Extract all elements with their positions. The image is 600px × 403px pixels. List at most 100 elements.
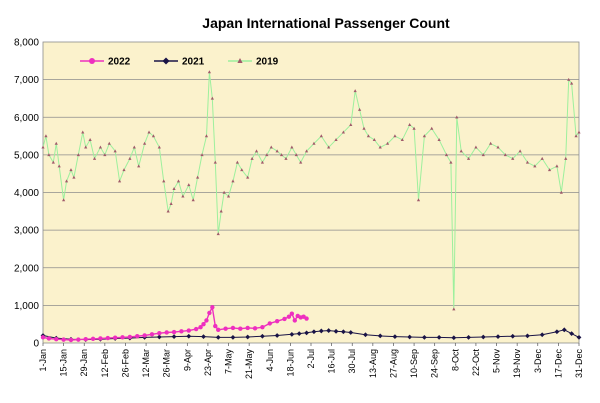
point-2022: [179, 329, 184, 334]
point-2019: [219, 209, 223, 213]
point-2019: [437, 138, 441, 142]
chart-title: Japan International Passenger Count: [202, 15, 450, 31]
point-2021: [561, 327, 567, 333]
point-2019: [246, 175, 250, 179]
point-2022: [245, 325, 250, 331]
point-2019: [172, 186, 176, 190]
point-2019: [88, 138, 92, 142]
point-2019: [284, 156, 288, 160]
point-2022: [46, 336, 52, 341]
point-2019: [349, 122, 353, 126]
point-2022: [149, 332, 155, 337]
point-2021: [156, 334, 162, 340]
point-2021: [230, 334, 236, 340]
point-2021: [318, 328, 324, 334]
point-2022: [40, 335, 46, 340]
legend-label: 2019: [256, 57, 279, 68]
point-2021: [326, 328, 332, 333]
point-2019: [290, 145, 294, 149]
point-2022: [267, 321, 272, 326]
point-2019: [107, 141, 111, 145]
point-2021: [421, 334, 427, 340]
point-2019: [41, 145, 45, 149]
legend-item-2022: 2022: [80, 57, 131, 68]
point-2019: [166, 209, 170, 213]
point-2019: [455, 115, 459, 119]
point-2019: [567, 77, 571, 81]
point-2019: [452, 307, 456, 311]
point-2021: [480, 334, 486, 340]
x-tick-label: 12-Feb: [100, 349, 110, 378]
point-2019: [231, 179, 235, 183]
point-2022: [112, 335, 118, 340]
legend-marker: [162, 57, 170, 65]
x-tick-label: 31-Dec: [574, 349, 584, 379]
x-tick-label: 3-Dec: [533, 349, 543, 374]
x-tick-label: 26-Feb: [120, 349, 130, 378]
point-2021: [201, 334, 206, 340]
point-2019: [72, 175, 76, 179]
point-2019: [279, 153, 284, 157]
point-2022: [282, 316, 287, 322]
point-2022: [292, 318, 298, 323]
x-tick-label: 16-Jul: [327, 349, 337, 374]
point-2019: [176, 179, 181, 183]
point-2022: [54, 337, 59, 342]
point-2022: [201, 321, 206, 327]
point-2019: [250, 156, 254, 160]
point-2019: [235, 160, 239, 164]
point-2021: [340, 329, 346, 335]
point-2019: [113, 149, 117, 153]
point-2019: [533, 164, 537, 168]
point-2022: [127, 334, 133, 340]
x-tick-label: 22-Oct: [471, 349, 481, 377]
point-2021: [171, 334, 177, 340]
point-2019: [128, 156, 132, 160]
point-2019: [196, 175, 200, 179]
series-2022: [40, 305, 309, 343]
point-2022: [198, 324, 203, 330]
point-2019: [47, 153, 51, 157]
series-2019: [41, 70, 581, 311]
point-2019: [254, 149, 259, 153]
point-2019: [76, 153, 80, 157]
x-tick-label: 12-Mar: [141, 349, 151, 378]
x-axis: 1-Jan 15-Jan 29-Jan 12-Feb 26-Feb 12-Mar 26-Ma…: [38, 343, 584, 379]
point-2022: [210, 305, 215, 310]
point-2019: [92, 156, 97, 160]
point-2022: [193, 326, 199, 332]
point-2019: [319, 134, 323, 138]
point-2019: [312, 141, 316, 145]
point-2019: [393, 134, 397, 138]
point-2022: [238, 326, 243, 331]
point-2019: [147, 130, 151, 134]
point-2021: [576, 334, 582, 340]
point-2019: [103, 153, 107, 157]
x-tick-label: 13-Aug: [368, 349, 378, 378]
legend-item-2021: 2021: [154, 57, 205, 68]
point-2019: [207, 70, 211, 74]
point-2019: [430, 126, 434, 130]
point-2019: [570, 81, 574, 85]
point-2022: [304, 316, 309, 321]
point-2021: [569, 331, 575, 336]
point-2022: [83, 337, 88, 342]
point-2022: [286, 314, 292, 319]
x-tick-label: 9-Apr: [182, 349, 192, 371]
point-2019: [408, 122, 412, 126]
point-2021: [377, 333, 383, 339]
point-2019: [341, 130, 345, 134]
point-2019: [540, 156, 544, 160]
x-tick-label: 4-Jun: [265, 349, 275, 372]
point-2019: [518, 149, 522, 153]
point-2021: [495, 334, 501, 340]
point-2021: [436, 334, 442, 340]
point-2019: [122, 168, 126, 172]
point-2019: [525, 160, 530, 164]
x-tick-label: 19-Nov: [512, 349, 522, 379]
x-tick-label: 17-Dec: [553, 349, 563, 379]
point-2021: [289, 331, 295, 337]
y-tick-label: 0: [33, 339, 39, 350]
point-2019: [162, 179, 166, 183]
point-2019: [400, 138, 404, 142]
